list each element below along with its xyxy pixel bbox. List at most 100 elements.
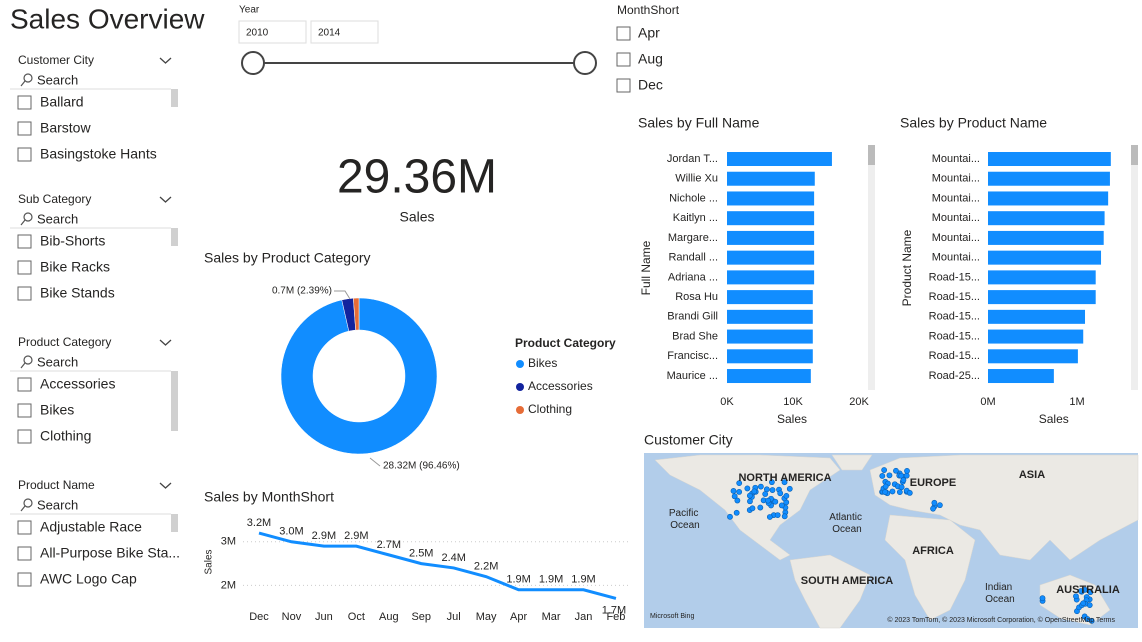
- slider-handle[interactable]: [573, 51, 597, 75]
- checkbox[interactable]: [17, 147, 32, 162]
- map-point[interactable]: [772, 498, 779, 505]
- map-label: Atlantic Ocean: [829, 512, 865, 535]
- scrollbar: [171, 228, 178, 246]
- slicer-item: Bikes: [40, 402, 74, 418]
- map-land: [831, 454, 873, 471]
- search-icon: [20, 362, 26, 369]
- map-point[interactable]: [749, 505, 756, 512]
- map-point[interactable]: [1039, 595, 1046, 602]
- map-point[interactable]: [903, 472, 910, 479]
- dropdown-chevron[interactable]: [159, 482, 172, 489]
- dropdown-chevron[interactable]: [159, 57, 172, 64]
- map-point[interactable]: [731, 493, 738, 500]
- map-point[interactable]: [774, 512, 781, 519]
- checkbox[interactable]: [616, 26, 631, 41]
- dropdown-chevron[interactable]: [159, 339, 172, 346]
- x-tick-label: Mar: [542, 611, 561, 623]
- legend-marker: [516, 383, 524, 391]
- y-tick-label: 3M: [221, 536, 236, 548]
- search-icon: [23, 73, 33, 83]
- map-point[interactable]: [746, 492, 753, 499]
- checkbox[interactable]: [17, 572, 32, 587]
- map-point[interactable]: [781, 479, 788, 486]
- map-point[interactable]: [778, 502, 785, 509]
- map-point[interactable]: [736, 489, 743, 495]
- checkbox[interactable]: [17, 286, 32, 301]
- chart-title: Sales by Product Name: [900, 115, 1047, 131]
- kpi-value: 29.36M: [337, 151, 497, 204]
- checkbox[interactable]: [17, 260, 32, 275]
- map-point[interactable]: [757, 504, 764, 511]
- slider-handle[interactable]: [241, 51, 265, 75]
- scrollbar-thumb[interactable]: [1131, 145, 1138, 165]
- map-point[interactable]: [744, 485, 751, 492]
- data-label: 3.0M: [279, 526, 303, 538]
- date-input[interactable]: [310, 20, 379, 44]
- checkbox[interactable]: [17, 520, 32, 535]
- map-point[interactable]: [1087, 589, 1094, 596]
- map-point[interactable]: [733, 509, 740, 516]
- map-point[interactable]: [727, 513, 733, 520]
- map-point[interactable]: [889, 488, 896, 495]
- map-point[interactable]: [1080, 600, 1087, 607]
- map-point[interactable]: [1084, 616, 1091, 622]
- map-point[interactable]: [936, 502, 943, 509]
- map-point[interactable]: [783, 492, 790, 499]
- map-point[interactable]: [730, 488, 737, 494]
- y-axis-label: Sales: [204, 549, 215, 574]
- scrollbar[interactable]: [1131, 145, 1138, 390]
- bar: [727, 290, 813, 305]
- map-point[interactable]: [736, 480, 743, 487]
- map-point[interactable]: [786, 485, 793, 492]
- map-point[interactable]: [896, 489, 903, 496]
- map-point[interactable]: [930, 505, 936, 512]
- map-point[interactable]: [747, 498, 753, 505]
- checkbox[interactable]: [616, 78, 631, 93]
- map-point[interactable]: [881, 467, 888, 473]
- map-point[interactable]: [769, 487, 776, 493]
- slicer-item: Adjustable Race: [40, 519, 142, 535]
- checkbox[interactable]: [17, 377, 32, 392]
- data-label: 28.32M (96.46%): [383, 461, 460, 472]
- data-label: 2.9M: [344, 530, 368, 542]
- map-point[interactable]: [1073, 593, 1079, 600]
- map-point[interactable]: [882, 489, 888, 495]
- scrollbar[interactable]: [868, 145, 875, 390]
- map-point[interactable]: [879, 473, 886, 479]
- checkbox[interactable]: [17, 121, 32, 136]
- date-input[interactable]: [238, 20, 307, 44]
- map-point[interactable]: [893, 467, 899, 474]
- map-label: EUROPE: [910, 477, 956, 489]
- checkbox[interactable]: [17, 546, 32, 561]
- checkbox[interactable]: [17, 429, 32, 444]
- map-point[interactable]: [781, 513, 788, 520]
- map-point[interactable]: [762, 491, 769, 497]
- map-point[interactable]: [777, 490, 784, 497]
- checkbox[interactable]: [616, 52, 631, 67]
- map-point[interactable]: [734, 497, 741, 504]
- map-point[interactable]: [900, 477, 907, 483]
- checkbox[interactable]: [17, 234, 32, 249]
- y-tick-label: Willie Xu: [675, 173, 718, 185]
- map-point[interactable]: [765, 497, 771, 504]
- checkbox[interactable]: [17, 95, 32, 110]
- kpi-label: Sales: [399, 209, 434, 225]
- data-label: 2.2M: [474, 561, 498, 573]
- dropdown-chevron[interactable]: [159, 196, 172, 203]
- map-point[interactable]: [1078, 588, 1084, 594]
- map-point[interactable]: [904, 467, 910, 474]
- map-point[interactable]: [757, 483, 764, 490]
- map-point[interactable]: [931, 499, 938, 506]
- search-icon: [20, 505, 26, 512]
- checkbox[interactable]: [17, 403, 32, 418]
- map-point[interactable]: [882, 483, 889, 490]
- map-provider: Microsoft Bing: [650, 613, 694, 620]
- slicer-item: Bib-Shorts: [40, 233, 105, 249]
- scrollbar-thumb[interactable]: [868, 145, 875, 165]
- map-point[interactable]: [766, 514, 773, 520]
- map-point[interactable]: [898, 484, 905, 491]
- map-point[interactable]: [906, 490, 913, 496]
- map-point[interactable]: [886, 472, 893, 479]
- map-point[interactable]: [751, 488, 758, 495]
- map-point[interactable]: [768, 479, 775, 486]
